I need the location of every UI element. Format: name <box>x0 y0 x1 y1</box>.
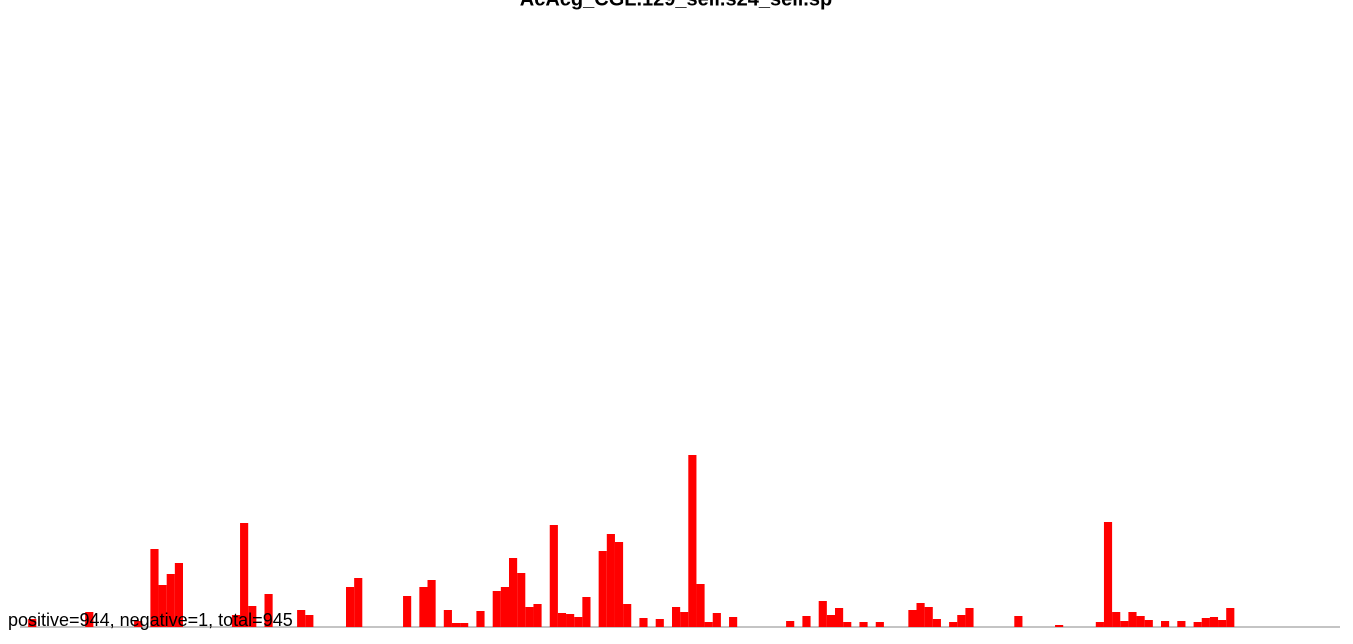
bar <box>305 615 314 627</box>
bar <box>957 615 966 627</box>
bar <box>1161 621 1170 627</box>
bar <box>1128 612 1137 627</box>
bar <box>949 622 958 627</box>
bar <box>443 610 452 627</box>
bar <box>859 622 868 627</box>
bar <box>614 542 624 627</box>
bar <box>916 603 925 627</box>
bar <box>712 613 721 627</box>
bar <box>680 612 689 627</box>
bar <box>150 549 159 627</box>
bar <box>1144 620 1153 627</box>
bar <box>688 455 697 627</box>
bar <box>1112 612 1121 627</box>
bar <box>509 558 518 627</box>
bar <box>1177 621 1186 627</box>
bar <box>460 623 469 627</box>
bar <box>655 619 664 627</box>
bar <box>835 608 844 627</box>
bar <box>1209 617 1219 627</box>
bar <box>427 580 436 627</box>
bar <box>598 551 607 627</box>
bar <box>28 619 37 627</box>
bar <box>240 523 249 627</box>
bar <box>134 621 143 627</box>
bar <box>166 574 175 627</box>
bar <box>248 606 257 627</box>
bar <box>297 610 306 627</box>
summary-label: positive=944, negative=1, total=945 <box>8 610 293 630</box>
bar <box>826 615 835 627</box>
bar <box>924 607 933 627</box>
bar <box>492 591 501 627</box>
bar <box>1055 625 1064 627</box>
bar <box>264 594 273 627</box>
bar <box>533 604 542 627</box>
bar <box>1201 618 1210 627</box>
bar <box>908 610 917 627</box>
bar <box>557 613 567 627</box>
bar <box>582 597 591 627</box>
bar <box>1218 620 1227 627</box>
bar <box>1136 616 1145 627</box>
bar <box>1120 621 1129 627</box>
bar <box>566 614 575 627</box>
bar <box>1095 622 1104 627</box>
bar <box>419 587 428 627</box>
bar <box>623 604 632 627</box>
bar <box>802 616 811 627</box>
bar <box>818 601 827 627</box>
bar <box>346 587 355 627</box>
bar <box>965 608 974 627</box>
bar <box>231 615 241 627</box>
bar <box>786 621 795 627</box>
bar <box>500 587 509 627</box>
bar <box>517 573 526 627</box>
bar <box>843 622 852 627</box>
bar <box>696 584 705 627</box>
bar <box>574 617 583 627</box>
bar <box>1014 616 1023 627</box>
bar <box>606 534 615 627</box>
bar <box>525 607 534 627</box>
bars <box>28 455 1235 627</box>
bar <box>85 612 94 627</box>
bar <box>1103 522 1113 627</box>
chart-title: AcAcg_CGL.129_sell.s24_sell.sp <box>520 0 832 10</box>
bar <box>932 619 941 627</box>
bar <box>476 611 485 627</box>
bar <box>875 622 884 627</box>
bar <box>729 617 738 627</box>
bar <box>451 623 461 627</box>
bar <box>639 618 648 627</box>
bar <box>158 585 167 627</box>
bar <box>174 563 183 627</box>
bar <box>403 596 412 627</box>
bar <box>1193 622 1202 627</box>
bar <box>1226 608 1235 627</box>
bar <box>549 525 558 627</box>
bar <box>672 607 681 627</box>
bar <box>354 578 363 627</box>
bar <box>704 622 713 627</box>
